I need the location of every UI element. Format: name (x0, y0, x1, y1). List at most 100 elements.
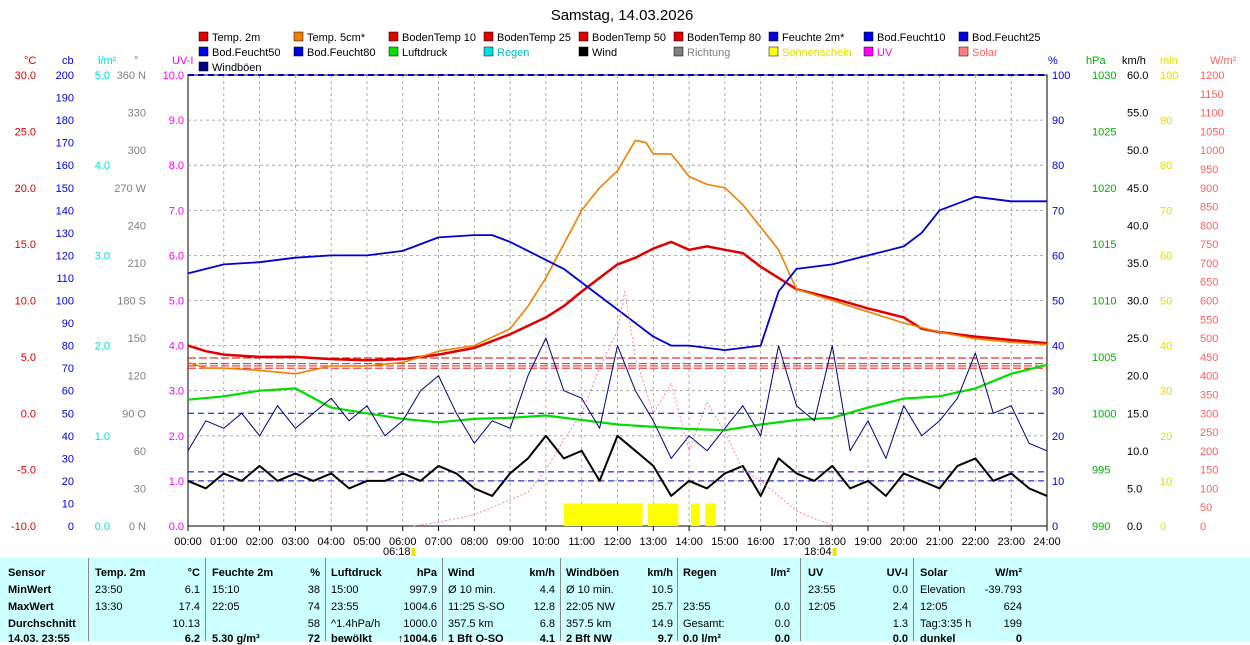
table-cell-value: 74 (307, 601, 320, 613)
table-cell-label: Elevation (920, 584, 966, 596)
axis-tick-cb: 20 (62, 476, 74, 488)
table-col-header: Regen (683, 567, 717, 579)
axis-tick-temp: 30.0 (15, 70, 36, 82)
legend-swatch (483, 31, 494, 42)
legend-label: BodenTemp 25 (497, 32, 571, 44)
table-cell-value: 17.4 (178, 601, 200, 613)
table-cell-value: 0.0 (774, 618, 790, 630)
axis-tick-uv: 2.0 (169, 431, 184, 443)
axis-tick-wm2: 450 (1200, 352, 1218, 364)
axis-tick-uv: 10.0 (163, 70, 184, 82)
axis-tick-wm2: 900 (1200, 183, 1218, 195)
axis-unit-uv: UV-I (172, 55, 193, 67)
axis-tick-cb: 120 (56, 250, 74, 262)
table-divider (913, 558, 914, 641)
legend-label: Bod.Feucht50 (212, 47, 281, 59)
axis-tick-cb: 140 (56, 205, 74, 217)
axis-tick-cb: 130 (56, 228, 74, 240)
table-row-label: MaxWert (8, 601, 54, 613)
axis-tick-hum: 60 (1052, 250, 1064, 262)
x-tick-label: 13:00 (640, 536, 668, 548)
table-col-unit: °C (187, 567, 200, 579)
table-cell-label: 23:55 (808, 584, 836, 596)
axis-tick-wm2: 800 (1200, 220, 1218, 232)
legend-swatch (863, 31, 874, 42)
axis-tick-dir: 180 S (117, 296, 146, 308)
x-tick-label: 21:00 (926, 536, 954, 548)
axis-tick-wm2: 0 (1200, 521, 1206, 533)
axis-tick-dir: 90 O (122, 408, 146, 420)
stats-table: Sensor MinWert MaxWert Durchschnitt 14.03. 2… (0, 558, 1250, 645)
axis-tick-hpa: 1010 (1092, 296, 1116, 308)
table-cell-label: dunkel (920, 633, 956, 645)
legend-label: Richtung (687, 47, 730, 59)
table-cell-label: 5.30 g/m³ (212, 633, 260, 645)
table-col-header: Wind (448, 567, 475, 579)
table-cell-label: bewölkt (331, 633, 372, 645)
axis-tick-min: 50 (1160, 296, 1172, 308)
plot-area (187, 74, 1048, 527)
axis-tick-wm2: 500 (1200, 333, 1218, 345)
table-cell-value: 4.1 (539, 633, 555, 645)
table-cell-label: 23:55 (331, 601, 359, 613)
axis-tick-dir: 60 (134, 446, 146, 458)
table-cell-label: Ø 10 min. (566, 584, 614, 596)
axis-tick-kmh: 10.0 (1127, 446, 1148, 458)
axis-tick-wm2: 1050 (1200, 126, 1224, 138)
axis-tick-wm2: 600 (1200, 296, 1218, 308)
table-cell-label: 22:05 NW (566, 601, 615, 613)
table-cell-label: 2 Bft NW (566, 633, 612, 645)
axis-unit-dir: ° (134, 55, 138, 67)
axis-tick-kmh: 35.0 (1127, 258, 1148, 270)
axis-tick-temp: 15.0 (15, 239, 36, 251)
sunrise-marker (411, 548, 416, 556)
axis-tick-hpa: 1015 (1092, 239, 1116, 251)
table-cell-value: 624 (1003, 601, 1022, 613)
axis-tick-hum: 30 (1052, 386, 1064, 398)
table-cell-value: 6.8 (539, 618, 555, 630)
legend-label: Feuchte 2m* (782, 32, 845, 44)
legend-label: Wind (592, 47, 617, 59)
x-tick-label: 18:00 (818, 536, 846, 548)
table-cell-value: 6.1 (184, 584, 200, 596)
axis-tick-wm2: 200 (1200, 446, 1218, 458)
series-temp-5cm- (187, 139, 1048, 375)
table-cell-value: 10.5 (651, 584, 673, 596)
series-feuchte-2m- (187, 195, 1047, 352)
table-cell-label: 11:25 S-SO (448, 601, 505, 613)
legend-swatch (578, 31, 589, 42)
legend-swatch (483, 46, 494, 57)
table-col-header: Feuchte 2m (212, 567, 274, 579)
axis-tick-uv: 4.0 (169, 341, 184, 353)
axis-tick-cb: 90 (62, 318, 74, 330)
legend-swatch (198, 61, 209, 72)
series-luftdruck (187, 363, 1048, 432)
axis-tick-dir: 360 N (117, 70, 146, 82)
axis-tick-rain: 5.0 (95, 70, 110, 82)
x-tick-label: 17:00 (783, 536, 811, 548)
table-col-unit: km/h (529, 567, 555, 579)
x-tick-label: 22:00 (962, 536, 990, 548)
axis-tick-kmh: 60.0 (1127, 70, 1148, 82)
axis-tick-hpa: 1000 (1092, 408, 1116, 420)
table-cell-label: 12:05 (808, 601, 836, 613)
x-tick-label: 01:00 (210, 536, 238, 548)
table-cell-value: 199 (1003, 618, 1022, 630)
axis-tick-wm2: 350 (1200, 389, 1218, 401)
axis-tick-wm2: 700 (1200, 258, 1218, 270)
legend-swatch (388, 46, 399, 57)
legend-label: Bod.Feucht10 (877, 32, 946, 44)
table-col-unit: UV-I (886, 567, 908, 579)
axis-unit-wm2: W/m² (1210, 55, 1237, 67)
axis-unit-hum: % (1048, 55, 1058, 67)
table-cell-label: 15:00 (331, 584, 359, 596)
axis-tick-kmh: 25.0 (1127, 333, 1148, 345)
axis-tick-min: 80 (1160, 160, 1172, 172)
legend-label: UV (877, 47, 893, 59)
axis-tick-rain: 3.0 (95, 250, 110, 262)
legend-swatch (293, 46, 304, 57)
axis-tick-uv: 0.0 (169, 521, 184, 533)
x-tick-label: 23:00 (997, 536, 1025, 548)
table-divider (677, 558, 678, 641)
axis-unit-min: min (1160, 55, 1178, 67)
